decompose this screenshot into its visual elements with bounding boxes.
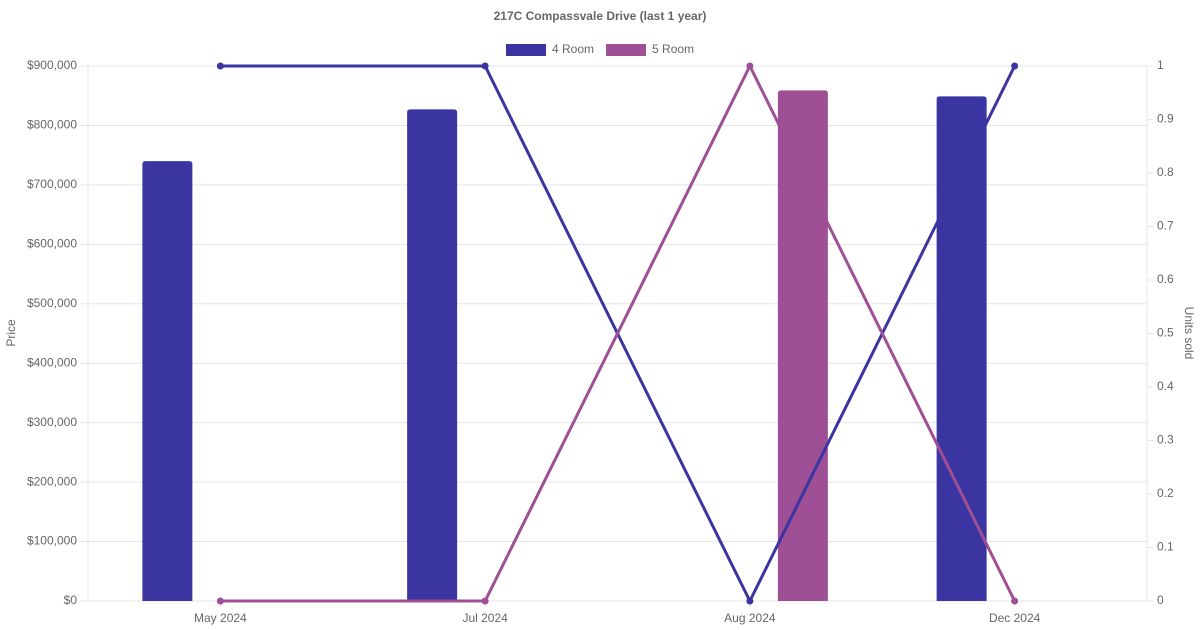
bar <box>936 96 987 602</box>
y-axis-title: Price <box>4 319 18 347</box>
y2-axis-title: Units sold <box>1182 307 1196 360</box>
x-tick-label: Dec 2024 <box>989 611 1041 625</box>
y2-tick-label: 1 <box>1157 58 1164 72</box>
bar <box>777 90 828 601</box>
legend-label[interactable]: 4 Room <box>552 42 594 56</box>
y2-tick-label: 0 <box>1157 593 1164 607</box>
y-tick-label: $300,000 <box>27 415 77 429</box>
x-tick-label: Aug 2024 <box>724 611 776 625</box>
y-tick-label: $700,000 <box>27 177 77 191</box>
y-tick-label: $600,000 <box>27 237 77 251</box>
legend-label[interactable]: 5 Room <box>652 42 694 56</box>
y-tick-label: $100,000 <box>27 534 77 548</box>
units-point <box>746 597 754 605</box>
units-point <box>481 62 489 70</box>
y-tick-label: $200,000 <box>27 474 77 488</box>
legend-swatch[interactable] <box>606 44 647 56</box>
y2-tick-label: 0.6 <box>1157 272 1174 286</box>
units-point <box>1011 597 1019 605</box>
legend-swatch[interactable] <box>506 44 546 56</box>
units-point <box>216 62 224 70</box>
x-tick-label: Jul 2024 <box>462 611 508 625</box>
bar <box>142 161 193 601</box>
y2-tick-label: 0.5 <box>1157 326 1174 340</box>
y-tick-label: $900,000 <box>27 58 77 72</box>
units-point <box>746 62 754 70</box>
y2-tick-label: 0.2 <box>1157 486 1174 500</box>
y-tick-label: $500,000 <box>27 296 77 310</box>
y2-tick-label: 0.9 <box>1157 112 1174 126</box>
units-point <box>1011 62 1019 70</box>
y2-tick-label: 0.1 <box>1157 540 1174 554</box>
units-point <box>216 597 224 605</box>
y-tick-label: $400,000 <box>27 355 77 369</box>
x-tick-label: May 2024 <box>194 611 247 625</box>
y2-tick-label: 0.7 <box>1157 219 1174 233</box>
y-tick-label: $800,000 <box>27 118 77 132</box>
bar <box>407 109 458 602</box>
chart-title: 217C Compassvale Drive (last 1 year) <box>494 9 707 23</box>
y2-tick-label: 0.8 <box>1157 165 1174 179</box>
units-line <box>220 62 1016 603</box>
y-tick-label: $0 <box>64 593 78 607</box>
y2-tick-label: 0.3 <box>1157 433 1174 447</box>
y2-tick-label: 0.4 <box>1157 379 1174 393</box>
units-point <box>481 597 489 605</box>
